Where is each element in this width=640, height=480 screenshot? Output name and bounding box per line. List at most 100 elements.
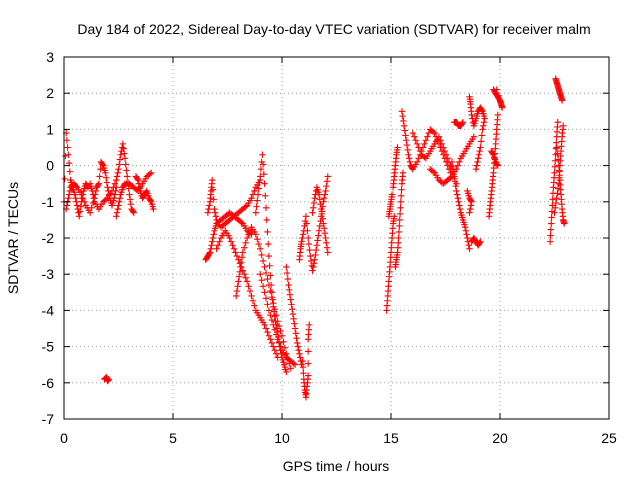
- data-point: [395, 228, 403, 236]
- data-point: [318, 210, 326, 218]
- data-point: [76, 208, 84, 215]
- data-point: [299, 231, 307, 238]
- data-point: [406, 158, 414, 166]
- data-point: [114, 205, 121, 213]
- data-point: [450, 168, 457, 175]
- data-point: [422, 137, 430, 144]
- data-point: [397, 192, 405, 199]
- data-point: [248, 292, 255, 300]
- data-point: [291, 325, 299, 332]
- data-point: [412, 137, 419, 144]
- data-point: [291, 361, 299, 368]
- data-point: [299, 234, 306, 242]
- data-point: [397, 198, 405, 205]
- data-point: [243, 234, 251, 242]
- data-point: [286, 291, 294, 298]
- data-point: [255, 185, 262, 192]
- data-point: [304, 227, 311, 234]
- data-point: [121, 155, 129, 162]
- data-point: [63, 202, 71, 209]
- data-point: [115, 166, 122, 173]
- data-point: [261, 180, 268, 187]
- data-point: [86, 209, 94, 216]
- data-point: [314, 237, 321, 244]
- data-point: [116, 198, 123, 205]
- data-point: [136, 184, 143, 191]
- data-point: [548, 220, 555, 227]
- data-point: [268, 316, 276, 324]
- data-point: [453, 191, 461, 198]
- data-point: [113, 209, 121, 216]
- data-point: [396, 222, 403, 230]
- data-point: [121, 150, 128, 157]
- data-point: [230, 245, 238, 253]
- data-point: [229, 242, 236, 249]
- data-point: [209, 176, 216, 184]
- data-point: [553, 144, 560, 151]
- data-point: [289, 310, 297, 318]
- data-point: [267, 336, 274, 343]
- data-point: [466, 209, 473, 216]
- data-point: [65, 194, 72, 202]
- data-point: [549, 196, 556, 203]
- y-tick-label: -4: [42, 302, 55, 318]
- data-point: [431, 129, 438, 137]
- data-point: [455, 198, 462, 205]
- data-point: [462, 227, 470, 234]
- data-point: [254, 191, 262, 198]
- data-point: [259, 151, 266, 158]
- data-point: [227, 238, 235, 245]
- data-point: [241, 244, 248, 251]
- plot-points: [60, 75, 568, 401]
- data-point: [311, 256, 318, 263]
- data-point: [451, 178, 459, 185]
- data-point: [96, 173, 103, 180]
- data-point: [89, 199, 97, 207]
- data-point: [476, 147, 483, 155]
- data-point: [209, 238, 216, 245]
- data-point: [320, 194, 328, 202]
- data-point: [264, 328, 271, 336]
- data-point: [305, 240, 313, 248]
- data-point: [468, 111, 475, 119]
- data-point: [265, 307, 273, 314]
- y-tick-label: -3: [42, 266, 55, 282]
- data-point: [257, 271, 264, 278]
- data-point: [477, 144, 484, 151]
- data-point: [318, 205, 325, 213]
- data-point: [315, 191, 323, 198]
- data-point: [391, 213, 398, 220]
- data-point: [274, 336, 281, 343]
- data-point: [89, 187, 96, 195]
- data-point: [125, 185, 132, 192]
- data-point: [405, 151, 412, 158]
- data-point: [322, 187, 329, 195]
- data-point: [261, 263, 268, 271]
- data-point: [467, 205, 474, 213]
- data-point: [235, 273, 243, 280]
- data-point: [262, 204, 270, 212]
- data-point: [239, 267, 246, 274]
- data-point: [323, 178, 331, 185]
- data-point: [304, 372, 312, 379]
- data-point: [257, 173, 264, 180]
- data-point: [454, 162, 462, 169]
- data-point: [99, 161, 106, 168]
- data-point: [245, 231, 252, 238]
- data-point: [119, 140, 127, 148]
- data-point: [263, 216, 270, 224]
- data-point: [321, 191, 329, 198]
- data-point: [299, 357, 306, 365]
- x-axis-label: GPS time / hours: [283, 458, 390, 474]
- data-point: [226, 234, 233, 242]
- data-point: [102, 169, 109, 177]
- data-point: [476, 239, 483, 247]
- data-point: [252, 209, 260, 216]
- data-point: [213, 245, 220, 253]
- data-point: [324, 249, 331, 256]
- data-point: [71, 191, 79, 198]
- data-point: [323, 182, 330, 190]
- data-point: [267, 312, 274, 319]
- data-point: [78, 191, 85, 198]
- data-point: [256, 179, 263, 186]
